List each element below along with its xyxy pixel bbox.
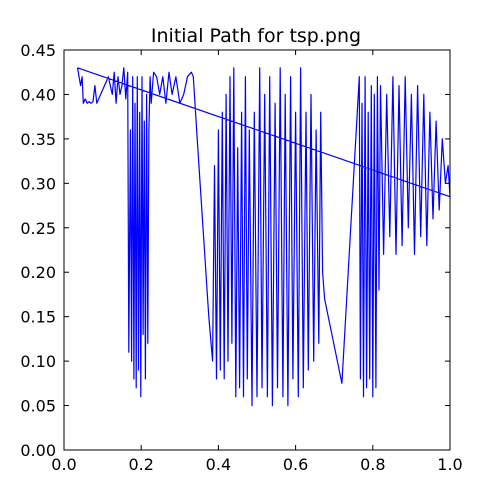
x-axis: 0.0 0.2 0.4 0.6 0.8 1.0 bbox=[51, 50, 463, 474]
x-tick-label: 0.2 bbox=[128, 455, 153, 474]
x-tick-label: 1.0 bbox=[437, 455, 462, 474]
series-line bbox=[76, 67, 451, 407]
y-tick-label: 0.10 bbox=[20, 352, 56, 371]
y-tick-label: 0.40 bbox=[20, 85, 56, 104]
y-tick-label: 0.00 bbox=[20, 441, 56, 460]
y-tick-label: 0.30 bbox=[20, 174, 56, 193]
x-tick-label: 0.6 bbox=[283, 455, 308, 474]
y-tick-label: 0.35 bbox=[20, 130, 56, 149]
y-tick-label: 0.25 bbox=[20, 219, 56, 238]
y-axis: 0.00 0.05 0.10 0.15 0.20 0.25 0.30 0.35 0.40 0.45 bbox=[20, 41, 450, 460]
plot-area bbox=[76, 67, 451, 407]
x-tick-label: 0.4 bbox=[206, 455, 231, 474]
axes-frame bbox=[63, 49, 451, 451]
y-tick-label: 0.20 bbox=[20, 263, 56, 282]
y-tick-label: 0.15 bbox=[20, 308, 56, 327]
x-tick-label: 0.8 bbox=[360, 455, 385, 474]
y-tick-label: 0.05 bbox=[20, 397, 56, 416]
y-tick-label: 0.45 bbox=[20, 41, 56, 60]
chart-title: Initial Path for tsp.png bbox=[151, 25, 361, 47]
x-tick-label: 0.0 bbox=[51, 455, 76, 474]
